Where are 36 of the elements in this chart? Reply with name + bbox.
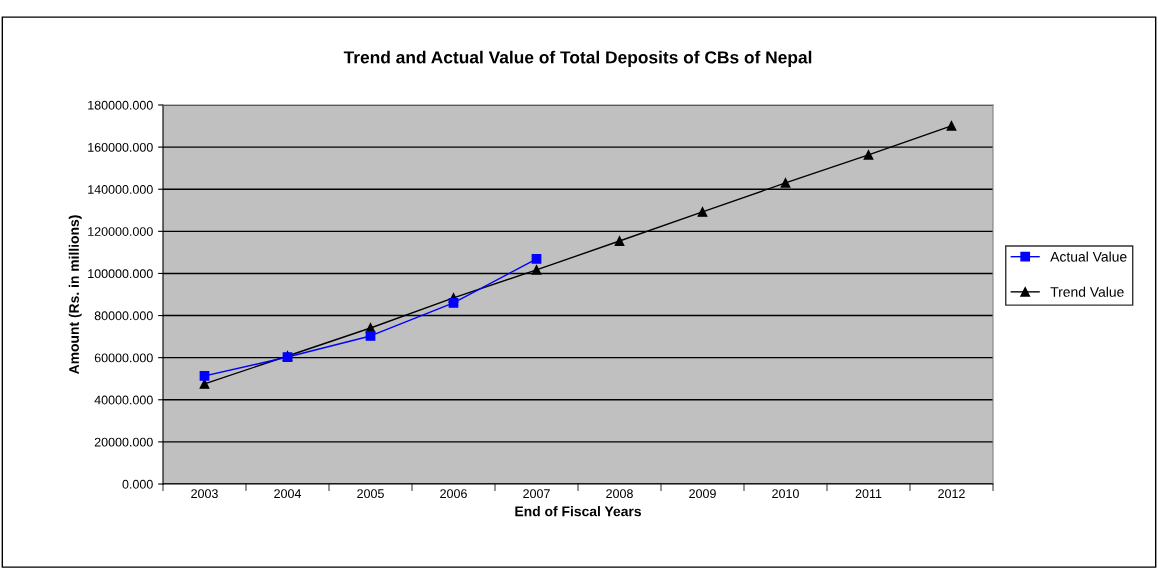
point xyxy=(946,120,957,131)
point xyxy=(780,178,791,188)
y-tick-label: 180000.000 xyxy=(88,100,153,110)
y-tick-label: 60000.000 xyxy=(94,353,153,363)
y-tick-label: 20000.000 xyxy=(94,437,153,447)
point xyxy=(199,379,210,389)
x-tick-label: 2003 xyxy=(191,489,218,499)
point xyxy=(365,331,376,341)
x-tick-label: 2004 xyxy=(274,489,302,499)
y-tick-label: 140000.000 xyxy=(88,185,153,194)
point xyxy=(448,298,459,308)
point xyxy=(863,150,874,160)
y-tick-label: 80000.000 xyxy=(94,311,153,321)
y-tick-label: 120000.000 xyxy=(88,227,153,236)
y-tick-label: 0.000 xyxy=(122,479,153,489)
x-tick-label: 2011 xyxy=(855,489,882,499)
legend-label: Trend Value xyxy=(1050,286,1124,297)
point xyxy=(531,265,542,275)
point xyxy=(531,254,542,264)
point xyxy=(199,371,210,381)
x-tick-label: 2010 xyxy=(772,489,799,499)
y-tick-label: 100000.000 xyxy=(88,269,153,279)
x-tick-label: 2012 xyxy=(938,489,965,499)
x-tick-label: 2007 xyxy=(523,489,550,499)
chart-title: Trend and Actual Value of Total Deposits of CBs of Nepal xyxy=(343,50,812,67)
y-axis-title: Amount (Rs. in millions) xyxy=(68,215,82,375)
x-axis-title: End of Fiscal Years xyxy=(515,506,641,517)
x-tick-label: 2005 xyxy=(357,489,384,499)
point xyxy=(614,236,625,246)
x-tick-label: 2008 xyxy=(606,489,633,499)
y-tick-label: 40000.000 xyxy=(94,395,153,405)
x-tick-label: 2009 xyxy=(689,489,716,499)
legend-label: Actual Value xyxy=(1050,251,1127,262)
y-tick-label: 160000.000 xyxy=(88,142,153,152)
x-tick-label: 2006 xyxy=(440,489,467,499)
point xyxy=(697,207,708,217)
